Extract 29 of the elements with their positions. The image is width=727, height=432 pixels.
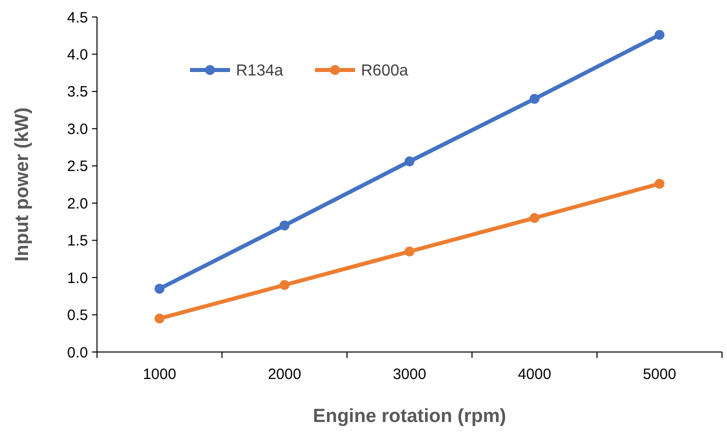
x-tick-label: 3000 — [392, 366, 426, 383]
x-tick-label: 4000 — [518, 366, 552, 383]
point — [404, 246, 414, 256]
x-tick-label: 5000 — [642, 366, 676, 383]
point — [530, 213, 540, 223]
y-tick-label: 3.5 — [67, 84, 88, 101]
x-axis-title: Engine rotation (rpm) — [312, 406, 506, 427]
y-tick-label: 4.0 — [67, 46, 88, 64]
point — [154, 314, 164, 324]
point — [280, 220, 290, 230]
y-tick-label: 3.0 — [67, 120, 88, 138]
x-tick-label: 2000 — [268, 366, 302, 383]
x-tick-label: 1000 — [142, 366, 176, 383]
y-tick-label: 2.5 — [67, 158, 88, 176]
y-tick-label: 0.0 — [67, 344, 88, 362]
legend-label: R134a — [236, 62, 284, 80]
legend-label: R600a — [361, 62, 408, 80]
point — [154, 284, 164, 294]
y-axis-title: Input power (kW) — [12, 107, 33, 262]
point — [280, 280, 290, 290]
y-tick-label: 4.5 — [67, 9, 88, 26]
point — [404, 156, 414, 166]
point — [530, 94, 540, 104]
y-tick-label: 1.5 — [67, 232, 88, 250]
point — [654, 178, 664, 189]
y-tick-label: 0.5 — [67, 307, 88, 324]
y-tick-label: 1.0 — [67, 270, 88, 287]
y-tick-label: 2.0 — [67, 195, 88, 212]
point — [654, 30, 664, 40]
